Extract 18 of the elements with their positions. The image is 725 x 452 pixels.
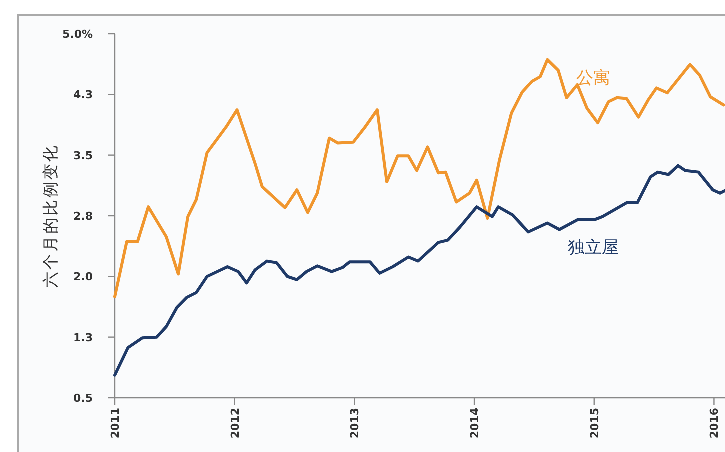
series-label: 独立屋 — [568, 238, 619, 258]
y-tick-label: 2.8 — [74, 210, 93, 223]
x-tick-label: 2016 — [708, 408, 722, 439]
x-tick-label: 2013 — [348, 408, 362, 439]
y-tick-label: 4.3 — [74, 88, 93, 102]
y-tick-label: 3.5 — [74, 149, 93, 162]
x-tick-label: 2012 — [228, 408, 242, 439]
y-axis-title: 六个月的比例变化 — [41, 144, 60, 288]
y-tick-label: 1.3 — [74, 331, 93, 344]
series-label: 公寓 — [576, 68, 610, 88]
line-series — [114, 164, 725, 377]
y-tick-label: 0.5 — [74, 392, 93, 405]
x-tick-label: 2014 — [468, 408, 482, 439]
x-tick-label: 2011 — [109, 408, 122, 439]
y-tick-label: 2.0 — [74, 270, 94, 284]
y-tick-label: 5.0% — [62, 28, 93, 41]
line-series — [114, 58, 725, 298]
x-tick-label: 2015 — [588, 408, 602, 439]
